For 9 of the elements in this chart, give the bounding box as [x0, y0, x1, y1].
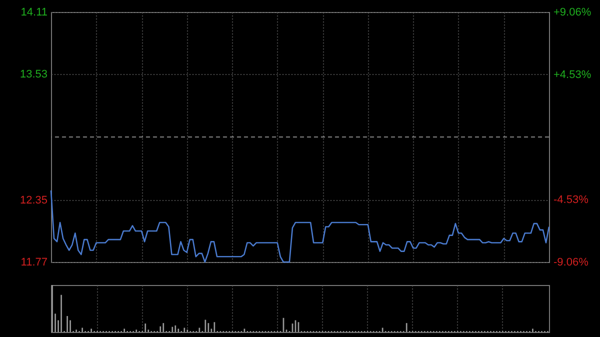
line-series [50, 190, 550, 263]
y-tick-label: 11.77 [20, 256, 48, 268]
y2-tick-label: -9.06% [554, 256, 589, 268]
y-tick-label: 12.35 [20, 194, 48, 207]
y2-tick-label: +9.06% [554, 6, 592, 18]
y-tick-label: 13.53 [20, 68, 48, 80]
y2-tick-label: +4.53% [554, 69, 592, 81]
y-tick-label: 14.11 [20, 6, 48, 18]
y2-tick-label: -4.53% [554, 194, 589, 206]
